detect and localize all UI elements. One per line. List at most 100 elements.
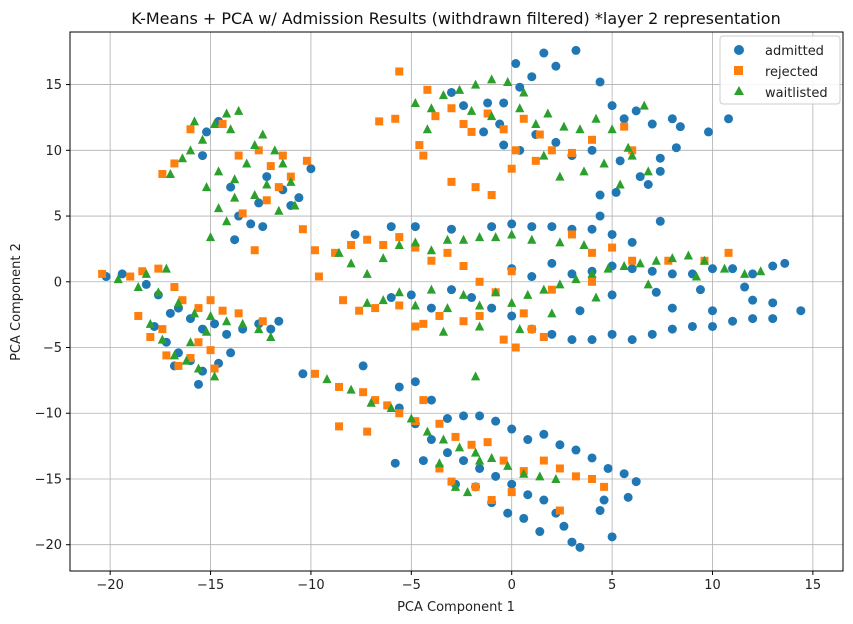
- waitlisted-point: [503, 76, 513, 86]
- waitlisted-point: [410, 237, 420, 247]
- waitlisted-point: [643, 166, 653, 176]
- waitlisted-point: [599, 158, 609, 168]
- rejected-point: [608, 243, 617, 252]
- admitted-point: [535, 527, 545, 537]
- admitted-point: [631, 477, 641, 487]
- admitted-point: [479, 127, 489, 137]
- admitted-point: [607, 532, 617, 542]
- rejected-point: [555, 506, 564, 515]
- waitlisted-point: [258, 129, 268, 139]
- x-axis-title: PCA Component 1: [397, 600, 515, 615]
- waitlisted-point: [394, 239, 404, 249]
- rejected-point: [395, 233, 404, 242]
- admitted-point: [406, 290, 416, 300]
- waitlisted-point: [535, 471, 545, 481]
- waitlisted-point: [470, 371, 481, 381]
- waitlisted-point: [213, 203, 224, 213]
- waitlisted-point: [474, 455, 485, 465]
- grid-lines: [70, 32, 843, 571]
- admitted-point: [631, 106, 641, 116]
- y-tick-label: −10: [35, 407, 62, 422]
- rejected-point: [519, 114, 528, 123]
- rejected-point: [447, 477, 456, 486]
- waitlisted-point: [462, 487, 473, 497]
- x-tick-label: 0: [508, 578, 516, 593]
- waitlisted-point: [157, 334, 167, 344]
- waitlisted-point: [639, 100, 649, 110]
- rejected-point: [519, 309, 528, 318]
- admitted-point: [571, 45, 581, 55]
- admitted-point: [491, 416, 501, 426]
- rejected-point: [194, 304, 203, 313]
- waitlisted-point: [426, 284, 437, 294]
- admitted-point: [539, 495, 549, 505]
- admitted-point: [587, 224, 597, 234]
- waitlisted-point: [201, 326, 212, 336]
- rejected-point: [487, 191, 496, 200]
- rejected-point: [371, 304, 380, 313]
- waitlisted-point: [434, 458, 445, 468]
- rejected-point: [547, 285, 556, 294]
- waitlisted-point: [474, 321, 485, 331]
- waitlisted-point: [242, 158, 252, 168]
- rejected-point: [395, 301, 404, 310]
- rejected-point: [475, 311, 484, 320]
- admitted-point: [499, 140, 509, 150]
- admitted-point: [475, 463, 485, 473]
- waitlisted-point: [205, 232, 216, 242]
- rejected-point: [459, 262, 468, 271]
- rejected-point: [371, 396, 380, 405]
- admitted-point: [483, 98, 493, 108]
- admitted-point: [306, 164, 316, 174]
- waitlisted-point: [627, 150, 637, 160]
- waitlisted-point: [487, 74, 497, 84]
- waitlisted-point: [238, 318, 248, 328]
- admitted-point: [254, 198, 264, 208]
- admitted-point: [643, 179, 653, 189]
- admitted-point: [667, 324, 677, 334]
- admitted-point: [768, 314, 778, 324]
- rejected-point: [234, 151, 243, 160]
- rejected-point: [178, 296, 187, 305]
- rejected-point: [411, 243, 420, 252]
- data-points: [98, 45, 806, 552]
- rejected-point: [411, 417, 420, 426]
- waitlisted-point: [623, 142, 633, 152]
- admitted-point: [595, 77, 605, 87]
- rejected-point: [483, 438, 492, 447]
- admitted-point: [274, 316, 284, 326]
- rejected-point: [234, 309, 243, 318]
- rejected-point: [588, 135, 597, 144]
- waitlisted-point: [346, 258, 356, 268]
- waitlisted-point: [643, 279, 653, 289]
- rejected-point: [499, 335, 508, 344]
- admitted-point: [527, 222, 537, 232]
- legend: admitted rejected waitlisted: [719, 35, 841, 105]
- admitted-point: [511, 59, 521, 69]
- rejected-point: [588, 277, 597, 286]
- rejected-point: [383, 401, 392, 410]
- waitlisted-point: [222, 316, 232, 326]
- admitted-point: [547, 222, 557, 232]
- rejected-point: [435, 464, 444, 473]
- admitted-point: [394, 382, 404, 392]
- admitted-point: [202, 127, 212, 137]
- x-tick-label: 5: [608, 578, 616, 593]
- waitlisted-point: [394, 287, 404, 297]
- admitted-point: [467, 293, 477, 303]
- waitlisted-point: [740, 268, 750, 278]
- admitted-point: [527, 272, 537, 282]
- waitlisted-point: [454, 84, 465, 94]
- y-tick-label: −15: [35, 472, 62, 487]
- waitlisted-point: [515, 324, 525, 334]
- rejected-point: [363, 427, 372, 436]
- admitted-point: [386, 293, 396, 303]
- rejected-point: [310, 369, 319, 378]
- rejected-point: [511, 343, 520, 352]
- waitlisted-point: [442, 303, 453, 313]
- waitlisted-point: [266, 331, 276, 341]
- waitlisted-point: [491, 287, 501, 297]
- y-tick-label: 0: [54, 275, 62, 290]
